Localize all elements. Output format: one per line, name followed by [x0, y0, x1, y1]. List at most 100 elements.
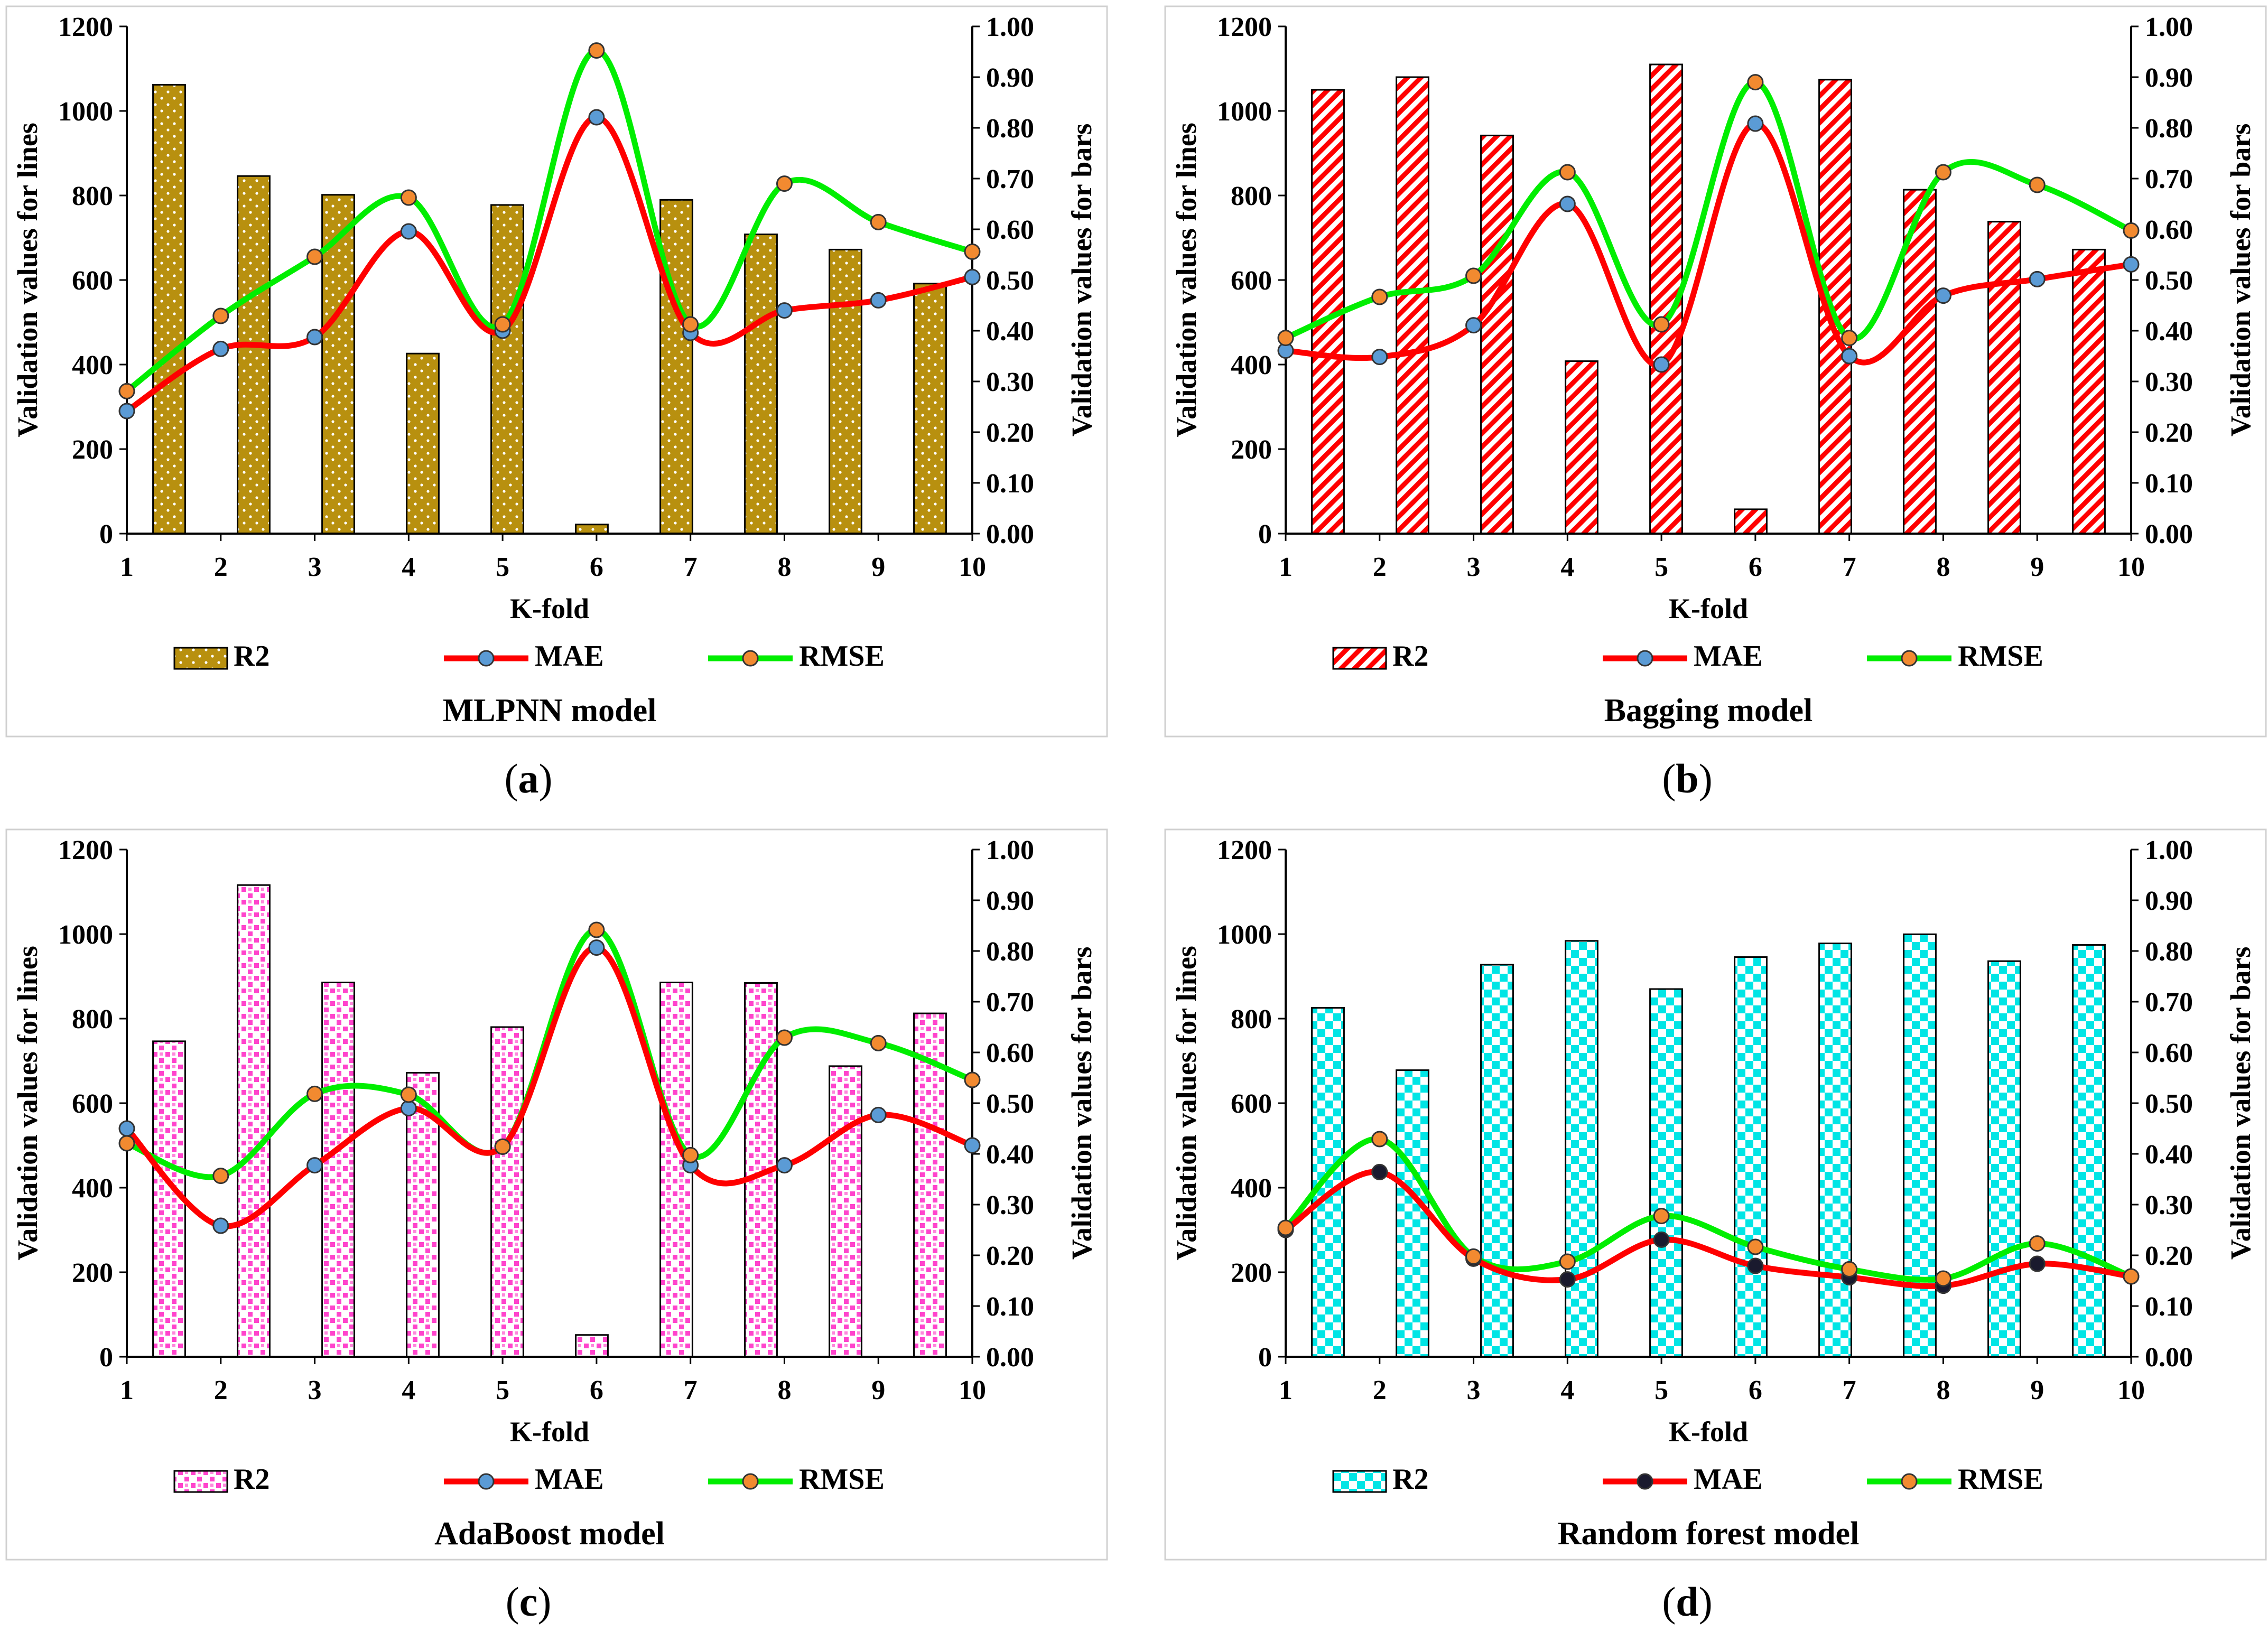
y-right-tick-label: 0.40 [2145, 1140, 2193, 1170]
y-left-tick-label: 400 [72, 350, 113, 380]
y-left-axis-title: Validation values for lines [1170, 946, 1202, 1261]
y-right-tick-label: 0.30 [2145, 1190, 2193, 1220]
y-right-tick-label: 0.10 [2145, 469, 2193, 499]
line-mae [1282, 1169, 2134, 1289]
y-left-tick-label: 1000 [1217, 920, 1272, 950]
legend-label-rmse: RMSE [799, 1463, 885, 1496]
x-tick-label: 9 [871, 552, 885, 582]
legend-label-mae: MAE [535, 1463, 604, 1496]
y-right-tick-label: 0.40 [986, 1140, 1034, 1170]
panel-caption: (a) [505, 756, 553, 801]
y-right-tick-label: 0.00 [986, 1342, 1034, 1373]
point-mae [2123, 256, 2140, 273]
y-right-tick-label: 0.70 [2145, 164, 2193, 194]
bar-r2 [1565, 940, 1598, 1358]
bar-r2 [1649, 988, 1683, 1358]
x-tick-label: 9 [871, 1375, 885, 1405]
y-right-tick-label: 0.30 [2145, 367, 2193, 397]
panel-caption: (b) [1662, 756, 1712, 801]
point-rmse [776, 1029, 793, 1046]
bar-r2 [829, 1065, 862, 1358]
bar-r2 [1565, 360, 1598, 535]
legend-swatch-r2 [1332, 647, 1387, 670]
x-tick-label: 3 [1467, 552, 1481, 582]
point-rmse [118, 1135, 135, 1152]
y-left-tick-label: 200 [1231, 1258, 1272, 1288]
y-left-tick-label: 200 [1231, 435, 1272, 465]
y-right-axis-title: Validation values for bars [1066, 124, 1098, 437]
point-mae [776, 302, 793, 319]
point-rmse [1653, 1208, 1670, 1225]
point-rmse [1371, 1131, 1388, 1148]
point-mae [400, 1100, 417, 1117]
y-right-tick-label: 0.80 [2145, 937, 2193, 967]
legend-label-rmse: RMSE [1958, 1463, 2043, 1496]
x-tick-label: 2 [1373, 1375, 1387, 1405]
point-mae [1653, 1231, 1670, 1248]
point-mae [776, 1157, 793, 1174]
x-axis-title: K-fold [1669, 1416, 1748, 1448]
x-tick-label: 8 [1936, 1375, 1950, 1405]
point-rmse [1277, 1219, 1294, 1236]
y-left-tick-label: 600 [72, 266, 113, 296]
y-right-tick-label: 0.10 [2145, 1292, 2193, 1322]
point-rmse [588, 42, 605, 59]
x-tick-label: 6 [590, 1375, 603, 1405]
legend-label-rmse: RMSE [799, 640, 885, 673]
point-rmse [1747, 1238, 1764, 1255]
legend-marker-rmse [742, 650, 759, 667]
y-right-tick-label: 0.90 [2145, 886, 2193, 916]
y-right-tick-label: 0.10 [986, 469, 1034, 499]
line-mae [124, 945, 975, 1229]
point-mae [118, 403, 135, 419]
point-mae [1935, 287, 1951, 304]
y-right-axis-title: Validation values for bars [2225, 124, 2256, 437]
bar-r2 [575, 1334, 609, 1358]
y-left-tick-label: 0 [1258, 519, 1272, 549]
point-rmse [2123, 1268, 2140, 1285]
bar-r2 [1818, 943, 1852, 1358]
bar-r2 [237, 175, 271, 535]
line-mae [124, 114, 975, 414]
bar-r2 [1480, 134, 1514, 535]
y-right-tick-label: 0.90 [2145, 63, 2193, 93]
point-mae [212, 1217, 229, 1234]
chart-title: Bagging model [1604, 693, 1812, 729]
point-mae [1841, 348, 1858, 365]
point-mae [118, 1120, 135, 1137]
y-left-tick-label: 800 [72, 181, 113, 211]
point-mae [870, 292, 887, 309]
y-right-tick-label: 0.90 [986, 886, 1034, 916]
bar-r2 [490, 1026, 524, 1358]
bar-r2 [829, 248, 862, 535]
y-left-tick-label: 400 [72, 1173, 113, 1204]
legend-swatch-r2 [1332, 1470, 1387, 1493]
point-rmse [776, 175, 793, 192]
point-mae [212, 340, 229, 357]
chart-title: AdaBoost model [434, 1516, 665, 1552]
chart-title: MLPNN model [443, 693, 657, 729]
point-rmse [2123, 222, 2140, 239]
point-rmse [1653, 316, 1670, 333]
bar-r2 [1987, 221, 2021, 535]
point-rmse [1559, 164, 1576, 181]
y-left-tick-label: 400 [1231, 350, 1272, 380]
y-right-axis-title: Validation values for bars [2225, 947, 2256, 1260]
legend-marker-rmse [1901, 650, 1918, 667]
y-right-tick-label: 0.00 [2145, 519, 2193, 549]
y-right-tick-label: 0.60 [2145, 1038, 2193, 1068]
bar-r2 [659, 199, 693, 535]
y-left-tick-label: 1200 [58, 12, 113, 42]
point-mae [964, 1137, 981, 1154]
y-right-tick-label: 0.50 [986, 266, 1034, 296]
bar-r2 [913, 283, 947, 535]
x-tick-label: 5 [1654, 1375, 1668, 1405]
line-rmse [124, 927, 975, 1180]
y-left-axis-title: Validation values for lines [12, 946, 43, 1261]
x-tick-label: 2 [214, 1375, 228, 1405]
panel-c: 0 200 400 600 800 1000 1200 0.00 0.10 0.20 0.30 0.4… [5, 828, 1108, 1625]
legend-marker-mae [1637, 1473, 1653, 1490]
y-left-tick-label: 200 [72, 1258, 113, 1288]
bar-r2 [913, 1012, 947, 1358]
x-tick-label: 10 [2117, 1375, 2145, 1405]
